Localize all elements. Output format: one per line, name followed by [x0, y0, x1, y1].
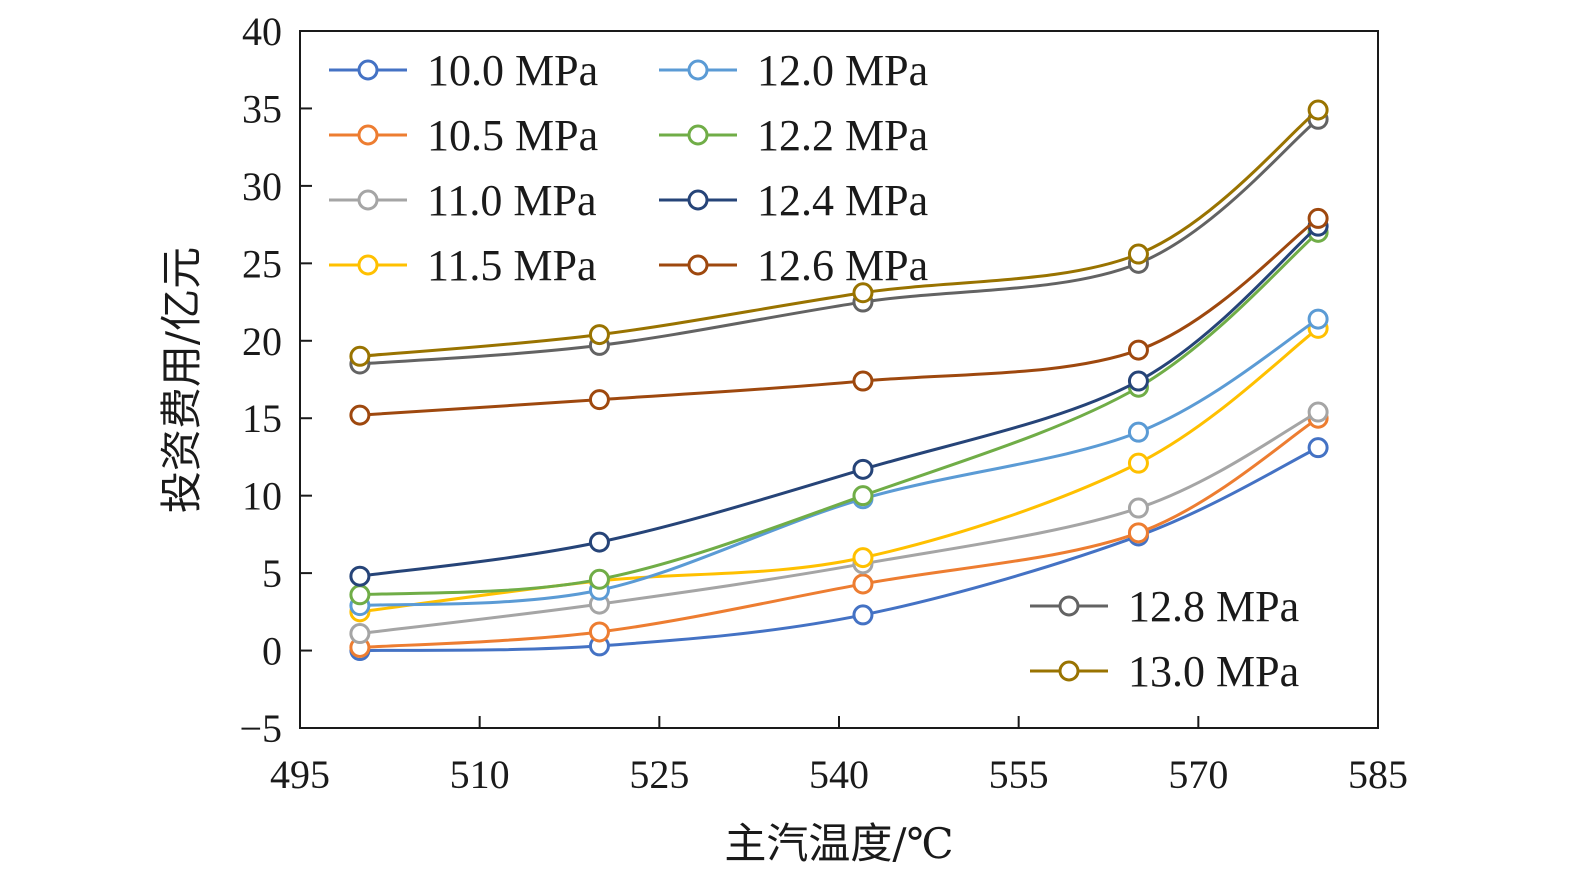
- x-tick-label: 570: [1168, 752, 1228, 797]
- legend-swatch-marker: [687, 124, 709, 146]
- data-point: [852, 282, 874, 304]
- legend-layer: 10.0 MPa 10.5 MPa 11.0 MPa 11.5 MPa 12.0 MPa…: [329, 46, 1299, 696]
- legend-label: 10.5 MPa: [427, 111, 598, 160]
- legend-label: 10.0 MPa: [427, 46, 598, 95]
- series-layer: [349, 99, 1329, 662]
- legend-entry-12-8-mpa: 12.8 MPa: [1030, 582, 1299, 631]
- legend-entry-13-0-mpa: 13.0 MPa: [1030, 647, 1299, 696]
- legend-swatch-marker: [1058, 660, 1080, 682]
- data-point: [852, 458, 874, 480]
- legend-label: 11.0 MPa: [427, 176, 597, 225]
- legend-label: 11.5 MPa: [427, 241, 597, 290]
- x-tick-label: 510: [450, 752, 510, 797]
- legend-label: 12.4 MPa: [757, 176, 928, 225]
- data-point: [1127, 497, 1149, 519]
- legend-entry-12-0-mpa: 12.0 MPa: [659, 46, 928, 95]
- x-tick-label: 555: [989, 752, 1049, 797]
- legend-swatch-marker: [357, 124, 379, 146]
- data-point: [852, 370, 874, 392]
- y-tick-label: 20: [242, 319, 282, 364]
- data-point: [349, 404, 371, 426]
- y-tick-label: 0: [262, 629, 282, 674]
- data-point: [588, 389, 610, 411]
- legend-entry-12-2-mpa: 12.2 MPa: [659, 111, 928, 160]
- legend-swatch-marker: [687, 59, 709, 81]
- y-tick-label: −5: [239, 706, 282, 751]
- data-point: [852, 547, 874, 569]
- series-12-6-mpa: [349, 207, 1329, 426]
- legend-label: 12.8 MPa: [1128, 582, 1299, 631]
- legend-swatch-marker: [687, 254, 709, 276]
- legend-swatch-marker: [357, 189, 379, 211]
- data-point: [1307, 401, 1329, 423]
- y-tick-label: 5: [262, 551, 282, 596]
- data-point: [1307, 99, 1329, 121]
- legend-entry-10-0-mpa: 10.0 MPa: [329, 46, 598, 95]
- data-point: [588, 568, 610, 590]
- data-point: [349, 623, 371, 645]
- data-point: [349, 345, 371, 367]
- x-tick-label: 585: [1348, 752, 1408, 797]
- data-point: [349, 584, 371, 606]
- data-point: [1307, 308, 1329, 330]
- data-point: [1307, 207, 1329, 229]
- data-point: [852, 604, 874, 626]
- legend-swatch-marker: [687, 189, 709, 211]
- data-point: [349, 565, 371, 587]
- legend-label: 12.0 MPa: [757, 46, 928, 95]
- x-tick-label: 525: [629, 752, 689, 797]
- data-point: [852, 573, 874, 595]
- legend-entry-12-6-mpa: 12.6 MPa: [659, 241, 928, 290]
- series-13-0-mpa: [349, 99, 1329, 367]
- legend-label: 13.0 MPa: [1128, 647, 1299, 696]
- y-tick-label: 25: [242, 241, 282, 286]
- y-tick-label: 10: [242, 474, 282, 519]
- data-point: [1127, 522, 1149, 544]
- series-11-5-mpa: [349, 317, 1329, 623]
- y-tick-label: 40: [242, 9, 282, 54]
- legend-swatch-marker: [357, 59, 379, 81]
- data-point: [588, 621, 610, 643]
- x-tick-label: 540: [809, 752, 869, 797]
- data-point: [1127, 339, 1149, 361]
- data-point: [1127, 370, 1149, 392]
- y-tick-label: 15: [242, 396, 282, 441]
- data-point: [852, 485, 874, 507]
- y-axis-title: 投资费用/亿元: [157, 247, 206, 513]
- legend-entry-10-5-mpa: 10.5 MPa: [329, 111, 598, 160]
- y-tick-label: 30: [242, 164, 282, 209]
- data-point: [1127, 452, 1149, 474]
- y-tick-label: 35: [242, 86, 282, 131]
- legend-entry-11-0-mpa: 11.0 MPa: [329, 176, 597, 225]
- data-point: [588, 531, 610, 553]
- legend-entry-11-5-mpa: 11.5 MPa: [329, 241, 597, 290]
- data-point: [1307, 437, 1329, 459]
- legend-entry-12-4-mpa: 12.4 MPa: [659, 176, 928, 225]
- data-point: [588, 324, 610, 346]
- legend-label: 12.6 MPa: [757, 241, 928, 290]
- x-tick-label: 495: [270, 752, 330, 797]
- data-point: [1127, 243, 1149, 265]
- data-point: [1127, 421, 1149, 443]
- legend-swatch-marker: [357, 254, 379, 276]
- legend-label: 12.2 MPa: [757, 111, 928, 160]
- x-axis-title: 主汽温度/℃: [724, 819, 953, 868]
- legend-swatch-marker: [1058, 595, 1080, 617]
